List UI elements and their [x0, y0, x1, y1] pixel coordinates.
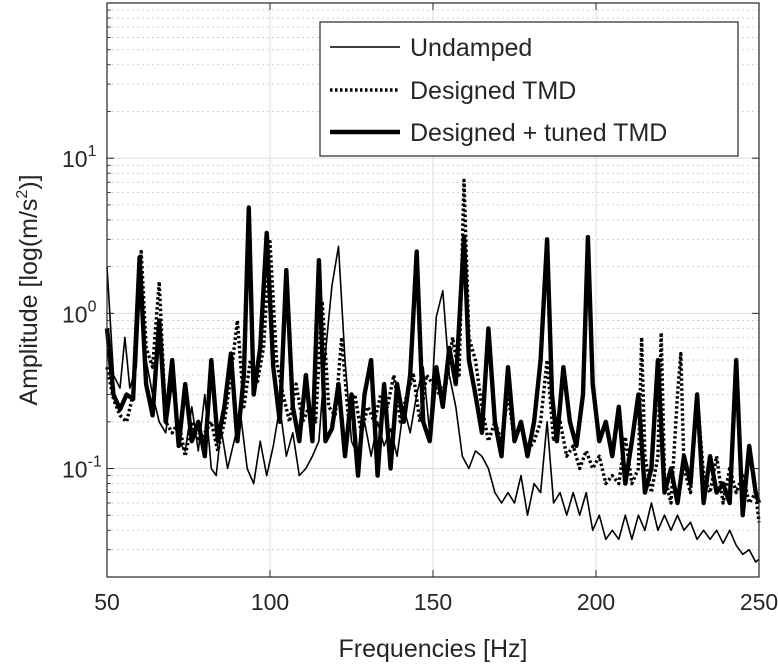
- series-line-designed-tuned-tmd: [104, 205, 762, 518]
- series-group: [104, 178, 762, 563]
- y-tick-label: 10-1: [62, 454, 102, 483]
- x-tick-label: 250: [740, 589, 778, 615]
- x-axis-label: Frequencies [Hz]: [339, 635, 528, 663]
- legend-label-designed-tuned-tmd: Designed + tuned TMD: [410, 119, 667, 147]
- y-axis-label-superscript: 2: [14, 190, 31, 199]
- y-tick-label: 101: [62, 143, 97, 172]
- y-axis-label-tail: )]: [15, 174, 43, 189]
- legend-label-designed-tmd: Designed TMD: [410, 77, 576, 105]
- x-tick-label: 200: [577, 589, 615, 615]
- y-axis-label-main: Amplitude [log(m/s: [15, 199, 43, 406]
- x-tick-label: 150: [414, 589, 452, 615]
- y-tick-label: 100: [62, 298, 97, 327]
- x-tick-label: 50: [94, 589, 120, 615]
- legend: Undamped Designed TMD Designed + tuned T…: [319, 21, 739, 157]
- legend-label-undamped: Undamped: [410, 34, 532, 62]
- x-tick-label: 100: [251, 589, 289, 615]
- y-axis-label: Amplitude [log(m/s2)]: [14, 174, 43, 405]
- axis-ticks: 50 100 150 200 250 10-1 100 101: [62, 3, 778, 615]
